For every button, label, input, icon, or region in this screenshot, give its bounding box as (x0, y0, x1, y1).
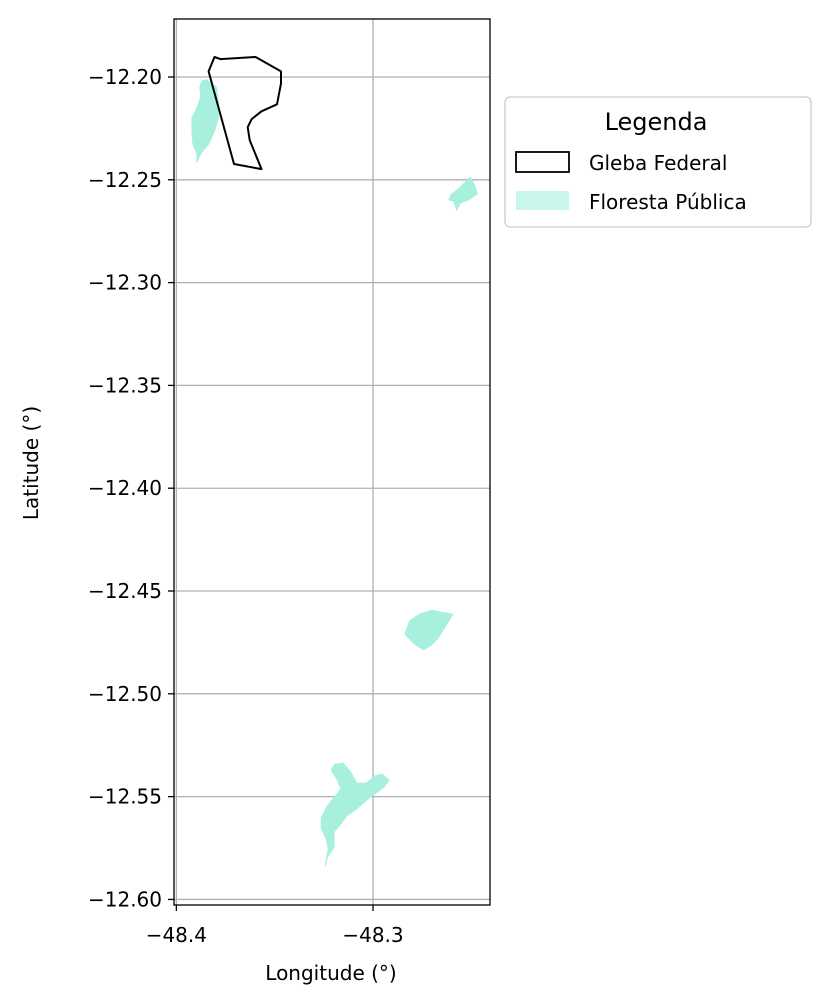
floresta-publica-polygon-2 (448, 176, 478, 211)
legend-box (504, 96, 812, 228)
axis-ticks: −48.4 −48.3 −12.20 −12.25 −12.30 −12.35 −12.40… (88, 65, 404, 947)
map-features (191, 56, 478, 867)
legend-label-gleba-federal: Gleba Federal (589, 151, 727, 175)
legend-title: Legenda (605, 108, 708, 136)
x-tick-label: −48.4 (146, 923, 207, 947)
gleba-federal-polygon-1 (207, 56, 282, 171)
y-tick-label: −12.35 (88, 373, 162, 397)
y-tick-label: −12.30 (88, 271, 162, 295)
legend-label-floresta-publica: Floresta Pública (589, 190, 747, 214)
legend-swatch-floresta-publica (516, 191, 569, 210)
legend-swatch-gleba-federal (515, 151, 570, 173)
y-tick-label: −12.60 (88, 887, 162, 911)
floresta-publica-polygon-3 (404, 609, 454, 651)
floresta-publica-polygon-4 (320, 762, 390, 867)
x-axis-title: Longitude (°) (265, 961, 396, 985)
y-tick-label: −12.25 (88, 168, 162, 192)
y-tick-label: −12.40 (88, 476, 162, 500)
y-tick-label: −12.55 (88, 785, 162, 809)
y-tick-label: −12.45 (88, 579, 162, 603)
y-tick-label: −12.20 (88, 65, 162, 89)
x-tick-label: −48.3 (342, 923, 403, 947)
plot-frame (173, 18, 491, 906)
floresta-publica-polygon-1 (191, 79, 219, 163)
legend: Legenda Gleba Federal Floresta Pública (504, 96, 812, 228)
y-axis-title: Latitude (°) (19, 406, 43, 520)
grid-lines (174, 19, 490, 905)
y-tick-label: −12.50 (88, 682, 162, 706)
